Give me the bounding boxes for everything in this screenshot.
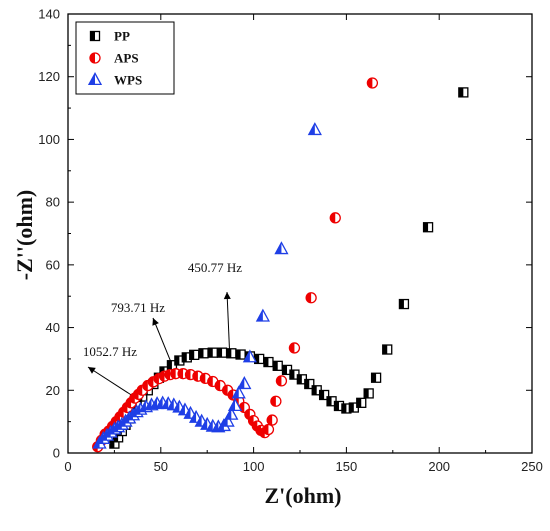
annotation-label: 450.77 Hz bbox=[188, 260, 242, 275]
data-point bbox=[216, 347, 228, 358]
data-point bbox=[255, 308, 270, 322]
annotation-arrow bbox=[87, 366, 136, 398]
legend-label: WPS bbox=[114, 73, 142, 88]
series-pp bbox=[109, 87, 469, 449]
data-point bbox=[305, 292, 317, 304]
x-tick-label: 50 bbox=[154, 459, 168, 474]
y-tick-label: 80 bbox=[46, 195, 60, 210]
annotation-arrow bbox=[226, 291, 230, 350]
y-tick-label: 0 bbox=[53, 446, 60, 461]
data-point bbox=[422, 222, 434, 233]
data-point bbox=[189, 349, 200, 361]
legend-label: APS bbox=[114, 51, 139, 66]
arrow-head bbox=[88, 367, 96, 374]
data-point bbox=[242, 349, 257, 363]
y-tick-label: 120 bbox=[38, 69, 60, 84]
data-point bbox=[356, 397, 367, 408]
data-point bbox=[307, 122, 322, 136]
data-point bbox=[274, 241, 289, 255]
y-tick-label: 60 bbox=[46, 257, 60, 272]
axes: 0 50 100 150 200 250 0 20 40 60 80 100 120 140 bbox=[38, 7, 543, 475]
annotation-label: 1052.7 Hz bbox=[83, 344, 137, 359]
y-tick-label: 100 bbox=[38, 132, 60, 147]
data-point bbox=[304, 378, 315, 390]
data-point bbox=[329, 212, 341, 224]
data-point bbox=[207, 347, 218, 358]
data-point bbox=[272, 360, 283, 371]
legend-entry-wps: WPS bbox=[87, 72, 142, 88]
data-point bbox=[370, 372, 382, 383]
x-tick-label: 100 bbox=[243, 459, 265, 474]
legend-entry-aps: APS bbox=[89, 51, 139, 66]
data-point bbox=[198, 348, 209, 359]
annotation-label: 793.71 Hz bbox=[111, 300, 165, 315]
legend-marker bbox=[89, 52, 101, 64]
data-point bbox=[231, 385, 246, 399]
data-point bbox=[227, 398, 243, 412]
x-tick-label: 150 bbox=[336, 459, 358, 474]
data-point bbox=[262, 423, 275, 436]
data-point bbox=[382, 344, 393, 355]
data-point bbox=[270, 395, 282, 407]
y-tick-label: 140 bbox=[38, 7, 60, 22]
x-axis-title: Z'(ohm) bbox=[265, 483, 342, 508]
data-point bbox=[235, 349, 246, 360]
legend-entry-pp: PP bbox=[89, 29, 130, 44]
series-wps bbox=[92, 122, 322, 449]
x-tick-label: 0 bbox=[64, 459, 71, 474]
arrow-head bbox=[152, 318, 159, 326]
frequency-annotation: 450.77 Hz bbox=[188, 260, 242, 350]
data-point bbox=[237, 376, 252, 390]
data-point bbox=[275, 375, 288, 387]
y-axis-title: -Z''(ohm) bbox=[12, 190, 37, 280]
y-tick-label: 20 bbox=[46, 383, 60, 398]
data-point bbox=[266, 414, 278, 426]
annotations: 450.77 Hz 793.71 Hz 1052.7 Hz bbox=[83, 260, 242, 398]
data-points bbox=[92, 77, 469, 453]
legend-label: PP bbox=[114, 29, 130, 44]
legend: PP APS WPS bbox=[75, 21, 175, 95]
data-point bbox=[288, 342, 301, 354]
data-point bbox=[226, 348, 237, 359]
arrow-head bbox=[223, 292, 231, 300]
x-tick-label: 200 bbox=[428, 459, 450, 474]
data-point bbox=[363, 388, 374, 399]
data-point bbox=[263, 356, 274, 368]
legend-marker bbox=[87, 72, 103, 86]
data-point bbox=[458, 87, 469, 98]
data-point bbox=[318, 389, 330, 401]
legend-marker bbox=[89, 30, 101, 42]
data-point bbox=[366, 77, 379, 89]
data-point bbox=[398, 298, 410, 310]
x-tick-label: 250 bbox=[521, 459, 543, 474]
frequency-annotation: 1052.7 Hz bbox=[83, 344, 137, 398]
y-tick-label: 40 bbox=[46, 320, 60, 335]
